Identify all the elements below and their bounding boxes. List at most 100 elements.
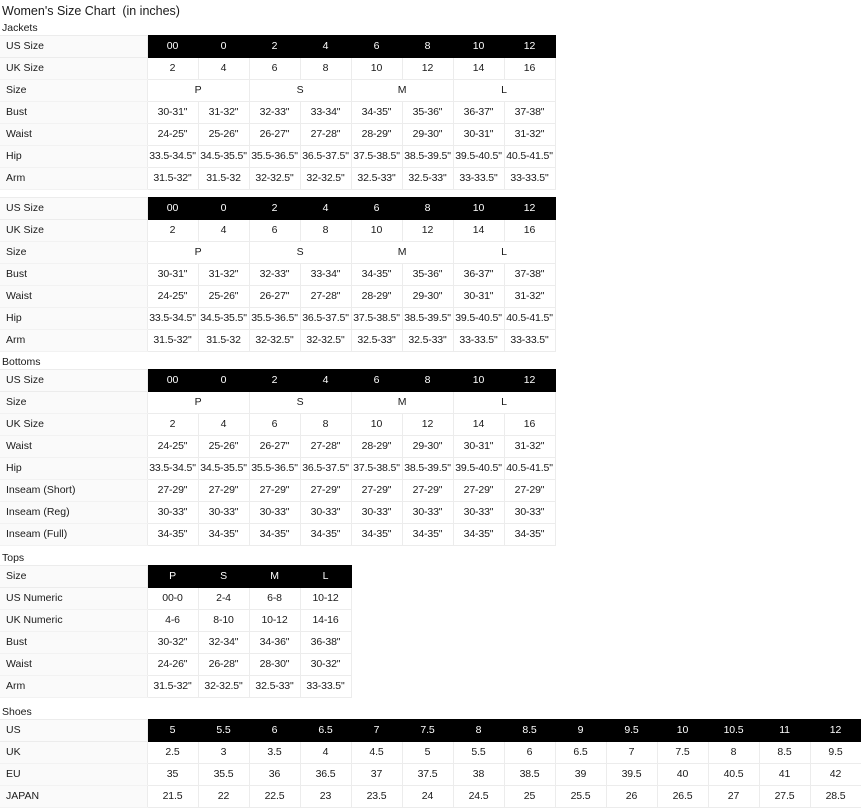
data-cell: 7 [605, 741, 658, 764]
row-label: Waist [0, 653, 148, 676]
column-header-cell: 12 [503, 197, 556, 220]
data-cell: 26-28" [197, 653, 250, 676]
data-cell: 30-31" [452, 285, 505, 308]
data-cell: 29-30" [401, 123, 454, 146]
table-row: Waist 24-26" 26-28" 28-30" 30-32" [0, 653, 352, 676]
page-title-main: Women's Size Chart [2, 4, 116, 18]
column-header-cell: 10 [452, 197, 505, 220]
data-cell: 40.5-41.5" [503, 307, 556, 330]
column-header-cell: 10 [656, 719, 709, 742]
data-cell: 32-32.5" [248, 329, 301, 352]
data-cell: 14-16 [299, 609, 352, 632]
table-row: Waist 24-25" 25-26" 26-27" 27-28" 28-29" 29-30… [0, 285, 556, 308]
data-cell: 37-38" [503, 263, 556, 286]
column-header-cell: 10 [452, 35, 505, 58]
data-cell: 9.5 [809, 741, 861, 764]
data-cell: 32-33" [248, 101, 301, 124]
column-header-cell: 0 [197, 369, 250, 392]
data-cell: 25 [503, 785, 556, 808]
data-cell: 40 [656, 763, 709, 786]
data-cell: 28-29" [350, 123, 403, 146]
data-cell: 38 [452, 763, 505, 786]
row-label: Size [0, 241, 148, 264]
data-cell: 8 [299, 57, 352, 80]
column-header-cell: 4 [299, 35, 352, 58]
data-cell: 27.5 [758, 785, 811, 808]
table-row: JAPAN 21.5 22 22.5 23 23.5 24 24.5 25 25.5 26 26.5 2… [0, 785, 861, 808]
data-cell: 34-36" [248, 631, 301, 654]
data-cell: 6 [248, 219, 301, 242]
data-cell: 33-34" [299, 263, 352, 286]
size-group-cell: P [146, 391, 250, 414]
row-label: Hip [0, 145, 148, 168]
data-cell: 30-31" [452, 435, 505, 458]
data-cell: 21.5 [146, 785, 199, 808]
column-header-cell: 7.5 [401, 719, 454, 742]
data-cell: 4.5 [350, 741, 403, 764]
table-row: Waist 24-25" 25-26" 26-27" 27-28" 28-29" 29-30… [0, 123, 556, 146]
data-cell: 35.5-36.5" [248, 457, 301, 480]
table-row: Arm 31.5-32" 31.5-32 32-32.5" 32-32.5" 32.5-3… [0, 329, 556, 352]
data-cell: 2-4 [197, 587, 250, 610]
column-header-cell: 7 [350, 719, 403, 742]
data-cell: 30-32" [146, 631, 199, 654]
data-cell: 16 [503, 413, 556, 436]
row-label: Bust [0, 101, 148, 124]
data-cell: 5 [401, 741, 454, 764]
data-cell: 27-28" [299, 123, 352, 146]
data-cell: 30-33" [248, 501, 301, 524]
page-title: Women's Size Chart (in inches) [2, 0, 180, 22]
data-cell: 36-37" [452, 263, 505, 286]
data-cell: 25.5 [554, 785, 607, 808]
size-group-cell: P [146, 79, 250, 102]
table-row: UK Size 2 4 6 8 10 12 14 16 [0, 57, 556, 80]
table-row: Arm 31.5-32" 32-32.5" 32.5-33" 33-33.5" [0, 675, 352, 698]
column-header-cell: P [146, 565, 199, 588]
data-cell: 34-35" [401, 523, 454, 546]
size-group-cell: S [248, 79, 352, 102]
data-cell: 7.5 [656, 741, 709, 764]
data-cell: 30-33" [401, 501, 454, 524]
size-group-cell: M [350, 391, 454, 414]
column-header-cell: 4 [299, 369, 352, 392]
data-cell: 22 [197, 785, 250, 808]
data-cell: 25-26" [197, 285, 250, 308]
data-cell: 10-12 [248, 609, 301, 632]
row-label: UK [0, 741, 148, 764]
row-label: Waist [0, 435, 148, 458]
row-label: Arm [0, 675, 148, 698]
data-cell: 6 [503, 741, 556, 764]
size-group-cell: M [350, 241, 454, 264]
data-cell: 34-35" [197, 523, 250, 546]
table-row: EU 35 35.5 36 36.5 37 37.5 38 38.5 39 39.5 40 40.5 41… [0, 763, 861, 786]
table-row: US Size 00 0 2 4 6 8 10 12 [0, 369, 556, 392]
data-cell: 30-31" [452, 123, 505, 146]
section-bottoms: Bottoms US Size 00 0 2 4 6 8 10 12 Size P S M L UK Size… [0, 356, 556, 546]
row-label: Bust [0, 631, 148, 654]
column-header-cell: 8.5 [503, 719, 556, 742]
data-cell: 32-34" [197, 631, 250, 654]
column-header-cell: M [248, 565, 301, 588]
table-row: Hip 33.5-34.5" 34.5-35.5" 35.5-36.5" 36.5-37… [0, 307, 556, 330]
row-label: Size [0, 565, 148, 588]
table-row: Inseam (Reg) 30-33" 30-33" 30-33" 30-33" 30-3… [0, 501, 556, 524]
data-cell: 10 [350, 219, 403, 242]
section-label-tops: Tops [2, 552, 25, 564]
data-cell: 30-33" [146, 501, 199, 524]
column-header-cell: 8 [452, 719, 505, 742]
data-cell: 31-32" [503, 285, 556, 308]
data-cell: 6-8 [248, 587, 301, 610]
data-cell: 33-33.5" [452, 167, 505, 190]
data-cell: 26-27" [248, 285, 301, 308]
row-label: Arm [0, 167, 148, 190]
column-header-cell: 6 [350, 35, 403, 58]
size-group-cell: L [452, 241, 556, 264]
row-label: US Size [0, 369, 148, 392]
column-header-cell: 12 [809, 719, 861, 742]
data-cell: 36.5-37.5" [299, 307, 352, 330]
data-cell: 23.5 [350, 785, 403, 808]
row-label: US Size [0, 35, 148, 58]
data-cell: 6 [248, 413, 301, 436]
data-cell: 32-33" [248, 263, 301, 286]
row-label: Hip [0, 307, 148, 330]
